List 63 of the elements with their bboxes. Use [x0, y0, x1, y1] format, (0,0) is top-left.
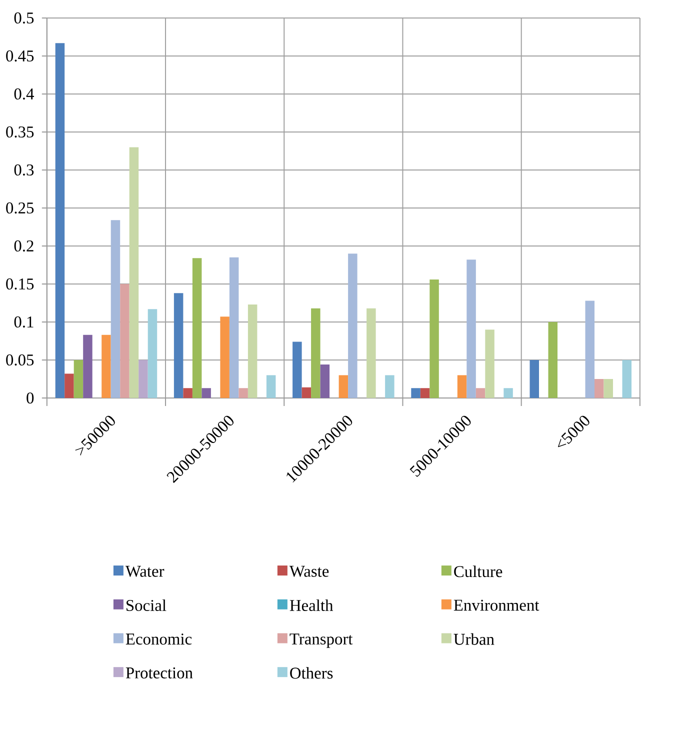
- bar: [548, 322, 558, 398]
- bar: [411, 388, 420, 398]
- legend-label: Others: [290, 667, 333, 679]
- bar: [129, 147, 138, 398]
- bar: [366, 308, 376, 398]
- bar: [192, 258, 202, 398]
- bar: [120, 284, 130, 398]
- y-tick-label: 0.15: [6, 278, 34, 290]
- bar: [183, 388, 192, 398]
- legend-label: Social: [126, 599, 166, 611]
- bar: [110, 220, 120, 398]
- bar: [420, 388, 430, 398]
- y-tick-label: 0.35: [6, 126, 34, 138]
- bar: [622, 360, 632, 398]
- bar: [292, 342, 302, 398]
- bar: [101, 334, 111, 398]
- bar: [148, 309, 157, 398]
- bar: [220, 316, 230, 398]
- bar: [594, 379, 604, 398]
- bar: [202, 388, 211, 398]
- y-tick-label: 0.25: [6, 202, 34, 214]
- bar: [530, 360, 539, 398]
- y-tick-label: 0.1: [14, 316, 34, 328]
- y-tick-label: 0.2: [14, 240, 34, 252]
- bar: [238, 388, 248, 398]
- bar: [174, 293, 184, 398]
- bar: [266, 375, 276, 398]
- bar: [302, 387, 311, 398]
- bar: [138, 360, 148, 398]
- y-tick-label: 0.5: [14, 12, 34, 24]
- bar: [248, 304, 258, 398]
- legend-label: Culture: [454, 566, 502, 578]
- legend-label: Protection: [126, 667, 193, 678]
- bar: [430, 279, 439, 398]
- bar: [320, 364, 330, 398]
- y-tick-label: 0.05: [6, 354, 34, 366]
- bar: [55, 43, 64, 398]
- y-tick-label: 0.4: [14, 88, 34, 100]
- y-tick-label: 0: [26, 392, 34, 404]
- bar: [384, 375, 394, 398]
- bar: [466, 260, 476, 398]
- bar: [457, 375, 467, 398]
- bar: [348, 254, 358, 398]
- legend-label: Transport: [290, 634, 353, 648]
- legend-label: Urban: [454, 633, 494, 645]
- bar: [504, 388, 513, 398]
- legend-label: Environment: [454, 600, 540, 611]
- bar: [310, 308, 320, 398]
- y-tick-label: 0.3: [14, 164, 34, 176]
- legend-label: Health: [290, 599, 333, 611]
- bar: [64, 374, 74, 398]
- bar: [74, 360, 83, 398]
- legend-label: Waste: [289, 566, 328, 577]
- bar: [476, 388, 486, 398]
- y-tick-label: 0.45: [6, 50, 34, 62]
- legend-label: Water: [125, 566, 164, 577]
- bar: [585, 300, 594, 398]
- bar: [82, 334, 92, 398]
- bar: [229, 257, 239, 398]
- legend-label: Economic: [126, 634, 192, 645]
- bar: [485, 330, 494, 398]
- bar: [338, 375, 348, 398]
- bar: [604, 379, 613, 398]
